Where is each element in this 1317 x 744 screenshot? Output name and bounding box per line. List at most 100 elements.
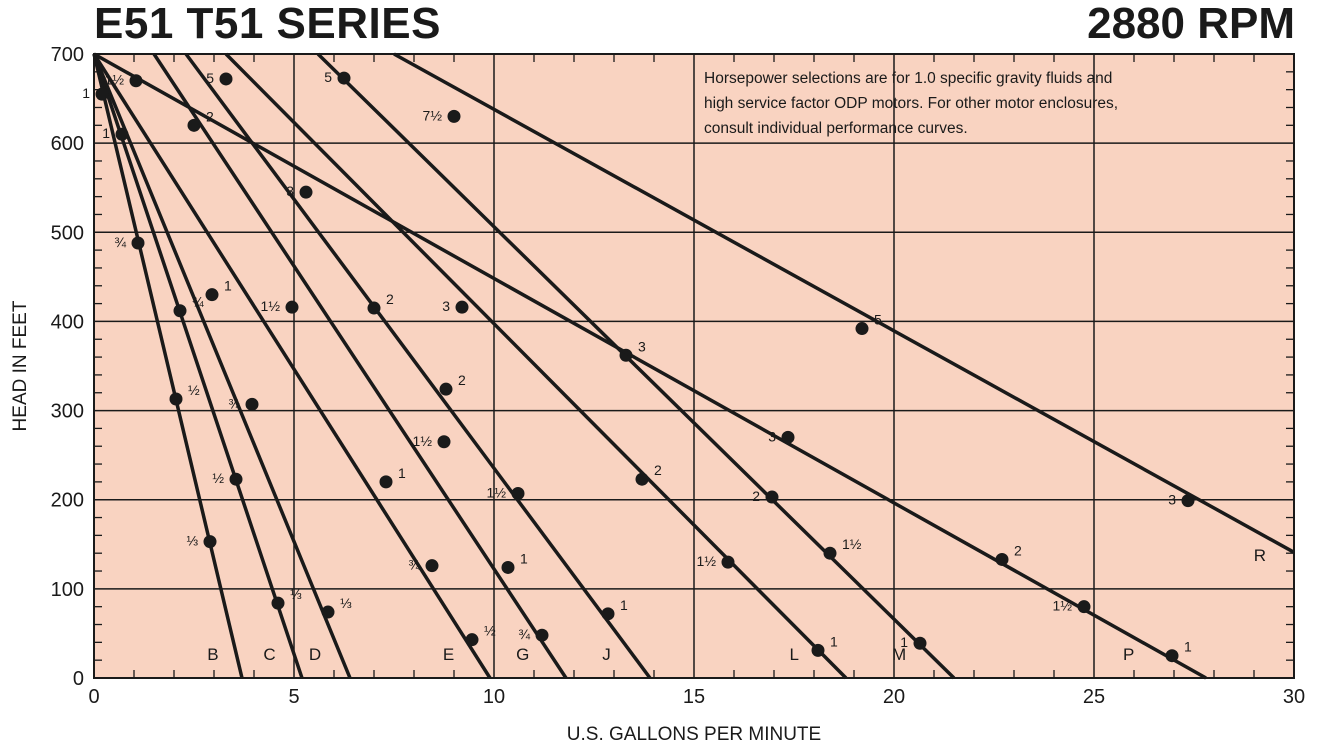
hp-point [1165,649,1179,663]
hp-point [913,636,927,650]
hp-point [855,322,869,336]
hp-point [169,392,183,406]
y-tick-label: 600 [51,133,84,155]
hp-label: 2 [206,108,214,124]
hp-point [271,596,285,610]
hp-point [447,109,461,123]
hp-label: 1 [82,85,90,101]
hp-label: 1 [620,597,628,613]
hp-point [1077,600,1091,614]
hp-point [455,300,469,314]
hp-label: 2 [1014,542,1022,558]
y-tick-label: 400 [51,311,84,333]
hp-point [1181,494,1195,508]
series-name-label: L [790,645,799,664]
series-name-label: B [207,645,218,664]
hp-label: 1½ [413,433,433,449]
series-name-label: D [309,645,321,664]
note-line-3: consult individual performance curves. [704,120,968,137]
hp-label: 5 [206,70,214,86]
hp-point [173,304,187,318]
y-tick-label: 700 [51,44,84,66]
hp-label: ¾ [518,626,530,642]
hp-label: 1 [830,633,838,649]
hp-label: 1½ [697,553,717,569]
series-line [152,53,568,679]
series-line [92,53,492,679]
note-line-2: high service factor ODP motors. For othe… [704,95,1119,112]
hp-label: 2 [458,372,466,388]
series-name-label: M [892,645,906,664]
x-tick-label: 10 [483,686,505,708]
hp-point [379,475,393,489]
grid [93,53,1295,679]
series-line [184,52,652,680]
hp-label: 1 [1184,639,1192,655]
hp-point [245,397,259,411]
selection-note: Horsepower selections are for 1.0 specif… [704,66,1284,141]
series-lines: B¾½⅓C1¾½⅓D11¾⅓E1½21½1¾½G321½1¾J521½1L321… [82,52,1295,680]
hp-label: ¾ [114,234,126,250]
hp-label: ¾ [228,395,240,411]
note-line-1: Horsepower selections are for 1.0 specif… [704,70,1113,87]
hp-point [635,472,649,486]
series-line [92,53,244,679]
series-line [393,52,1295,554]
hp-point [721,555,735,569]
series-b: B ¾ ½ ⅓ [92,53,244,679]
hp-label: ½ [188,382,200,398]
series-line [224,52,848,680]
hp-label: 1 [520,550,528,566]
series-c: C 1 ¾ ½ ⅓ [82,53,304,679]
hp-point [337,71,351,85]
chart-title: E51 T51 SERIES [94,0,441,48]
hp-label: ⅓ [290,586,302,602]
hp-label: 3 [442,298,450,314]
hp-label: ¾ [408,557,420,573]
hp-label: 7½ [423,107,443,123]
series-line [92,53,352,679]
y-tick-label: 200 [51,490,84,512]
hp-label: 1½ [105,72,125,88]
hp-point [437,435,451,449]
hp-label: 3 [1168,492,1176,508]
y-tick-label: 0 [73,668,84,690]
y-tick-label: 100 [51,579,84,601]
series-name-label: C [263,645,275,664]
chart-subtitle-rpm: 2880 RPM [1087,0,1295,48]
hp-point [601,607,615,621]
hp-point [823,546,837,560]
x-tick-label: 0 [88,686,99,708]
hp-label: 1 [900,634,908,650]
hp-point [465,633,479,647]
y-tick-label: 300 [51,401,84,423]
hp-point [511,486,525,500]
hp-point [285,300,299,314]
hp-label: 1½ [1053,598,1073,614]
hp-point [95,87,109,101]
x-axis-label: U.S. GALLONS PER MINUTE [567,724,821,744]
hp-label: 1½ [842,536,862,552]
hp-label: 1½ [261,298,281,314]
series-name-label: P [1123,645,1134,664]
hp-label: 3 [286,183,294,199]
x-tick-label: 20 [883,686,905,708]
hp-label: 1 [224,278,232,294]
x-tick-label: 25 [1083,686,1105,708]
hp-label: 5 [874,312,882,328]
hp-point [219,72,233,86]
series-m: M 5 3 2 1½ 1 [316,52,956,680]
hp-label: 3 [768,428,776,444]
hp-point [205,288,219,302]
hp-label: 1½ [487,484,507,500]
hp-label: 2 [386,291,394,307]
series-d: D 1 1 ¾ ⅓ [92,53,352,679]
series-line [92,53,304,679]
hp-label: ⅓ [340,595,352,611]
x-tick-label: 5 [288,686,299,708]
hp-label: 3 [638,338,646,354]
